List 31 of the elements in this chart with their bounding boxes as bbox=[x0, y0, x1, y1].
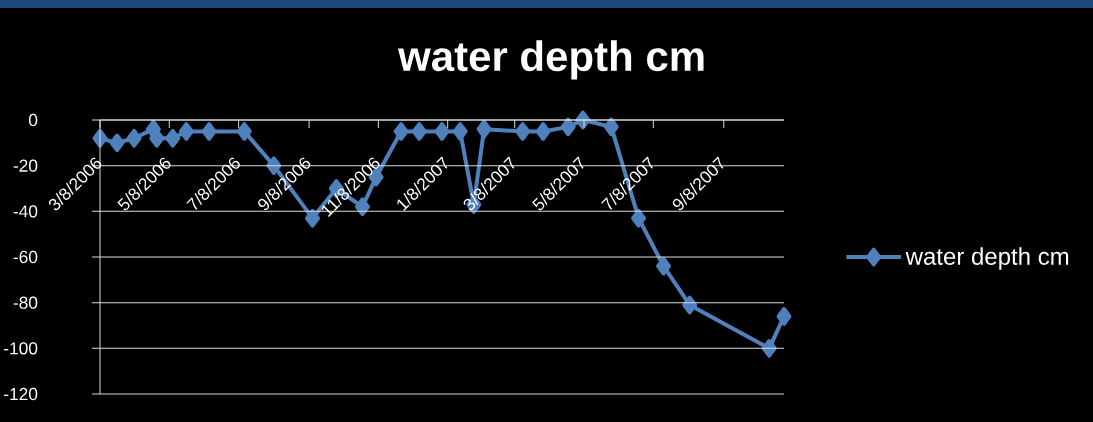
y-tick-label: -60 bbox=[13, 250, 38, 264]
y-tick-label: 0 bbox=[28, 113, 38, 127]
y-tick-label: -80 bbox=[13, 296, 38, 309]
point bbox=[304, 208, 320, 228]
point bbox=[656, 256, 672, 276]
y-tick-label: -40 bbox=[13, 205, 38, 218]
point bbox=[109, 133, 125, 153]
point bbox=[761, 339, 777, 358]
point bbox=[393, 122, 409, 141]
point bbox=[434, 122, 450, 141]
y-tick-label: -120 bbox=[4, 387, 38, 401]
point bbox=[560, 117, 576, 137]
point bbox=[631, 208, 647, 228]
point bbox=[603, 117, 619, 137]
y-tick-label: -100 bbox=[4, 342, 38, 355]
point bbox=[178, 122, 194, 141]
point bbox=[126, 128, 142, 148]
point bbox=[515, 122, 531, 141]
y-tick-label: -20 bbox=[13, 159, 38, 172]
legend-label: water depth cm bbox=[905, 247, 1069, 270]
chart-title: water depth cm bbox=[397, 40, 704, 80]
point bbox=[476, 119, 492, 139]
point bbox=[236, 122, 252, 141]
point bbox=[535, 122, 551, 141]
point bbox=[411, 122, 427, 141]
point bbox=[682, 295, 698, 315]
point bbox=[776, 307, 792, 326]
point bbox=[201, 122, 217, 141]
point bbox=[165, 128, 181, 148]
point bbox=[452, 122, 468, 141]
point bbox=[149, 128, 165, 148]
